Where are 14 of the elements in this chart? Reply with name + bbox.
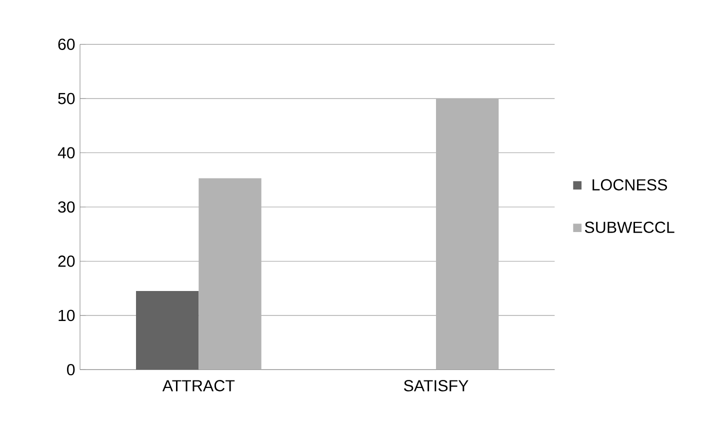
y-tick-label: 30 (58, 201, 75, 213)
x-tick-label: ATTRACT (162, 380, 235, 392)
y-tick-label: 0 (67, 364, 75, 376)
bar (136, 291, 199, 370)
y-tick-label: 40 (58, 147, 75, 158)
y-tick-label: 20 (58, 256, 75, 267)
legend-label: SUBWECCL (584, 222, 674, 233)
y-tick-label: 60 (58, 38, 75, 50)
bar (198, 178, 262, 370)
y-tick-label: 10 (58, 310, 75, 322)
x-tick-label: SATISFY (404, 380, 468, 392)
y-tick-label: 50 (58, 92, 75, 104)
legend-label: LOCNESS (592, 179, 668, 190)
bar (436, 98, 499, 370)
